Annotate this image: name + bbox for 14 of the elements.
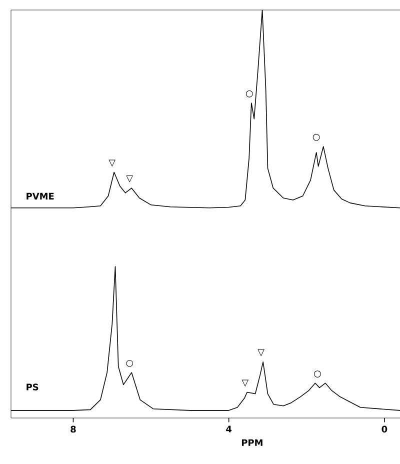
x-tick-label: 0: [382, 426, 388, 433]
annotation: ▽: [258, 349, 265, 356]
annotation: ○: [314, 370, 321, 378]
text: PS: [26, 384, 38, 390]
annotation: ○: [126, 360, 134, 367]
annotation: ▽: [108, 160, 116, 167]
annotation: ○: [246, 90, 253, 98]
x-tick-label: 4: [226, 426, 232, 432]
annotation: ▽: [242, 380, 249, 387]
x-axis-title: PPM: [242, 439, 262, 446]
x-tick-label: 8: [70, 426, 76, 433]
series-label: PVME: [26, 192, 54, 200]
annotation: ○: [312, 134, 320, 141]
annotation: ▽: [126, 176, 134, 182]
